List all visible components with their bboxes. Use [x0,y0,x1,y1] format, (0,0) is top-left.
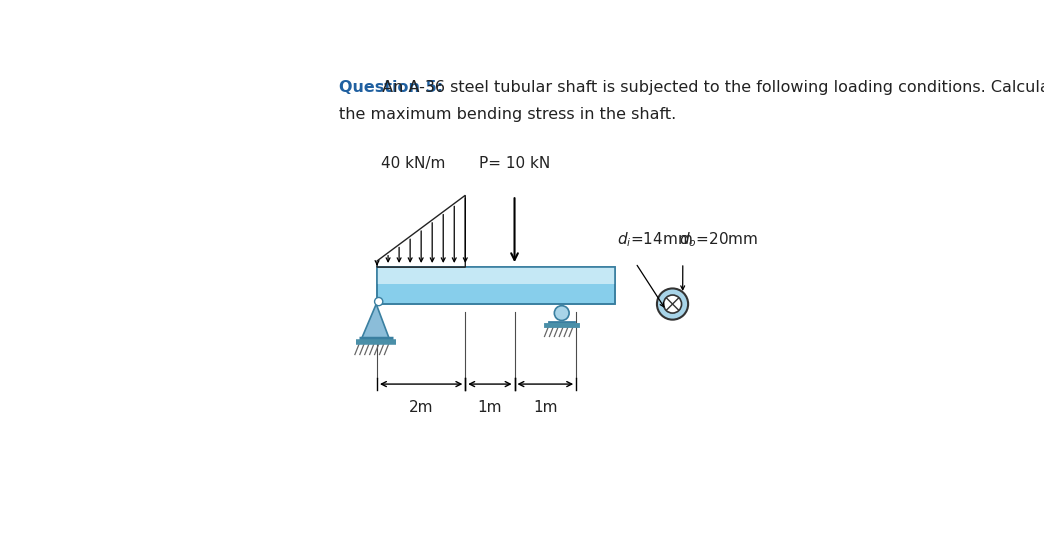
Text: the maximum bending stress in the shaft.: the maximum bending stress in the shaft. [339,107,677,122]
Text: 40 kN/m: 40 kN/m [381,156,446,171]
Bar [377,267,615,284]
Text: An A-36 steel tubular shaft is subjected to the following loading conditions. Ca: An A-36 steel tubular shaft is subjected… [377,80,1044,95]
Circle shape [554,306,569,320]
Text: $d_o$=20mm: $d_o$=20mm [679,230,758,248]
Text: Question 5:: Question 5: [339,80,443,95]
Text: $d_i$=14mm: $d_i$=14mm [617,230,693,248]
Bar [377,267,615,304]
Text: 1m: 1m [478,400,502,416]
Polygon shape [361,304,389,339]
Circle shape [664,295,682,313]
Bar [377,267,615,304]
Text: 1m: 1m [533,400,557,416]
Text: P= 10 kN: P= 10 kN [479,156,550,171]
Circle shape [657,288,688,320]
Circle shape [375,297,383,306]
Text: 2m: 2m [409,400,433,416]
